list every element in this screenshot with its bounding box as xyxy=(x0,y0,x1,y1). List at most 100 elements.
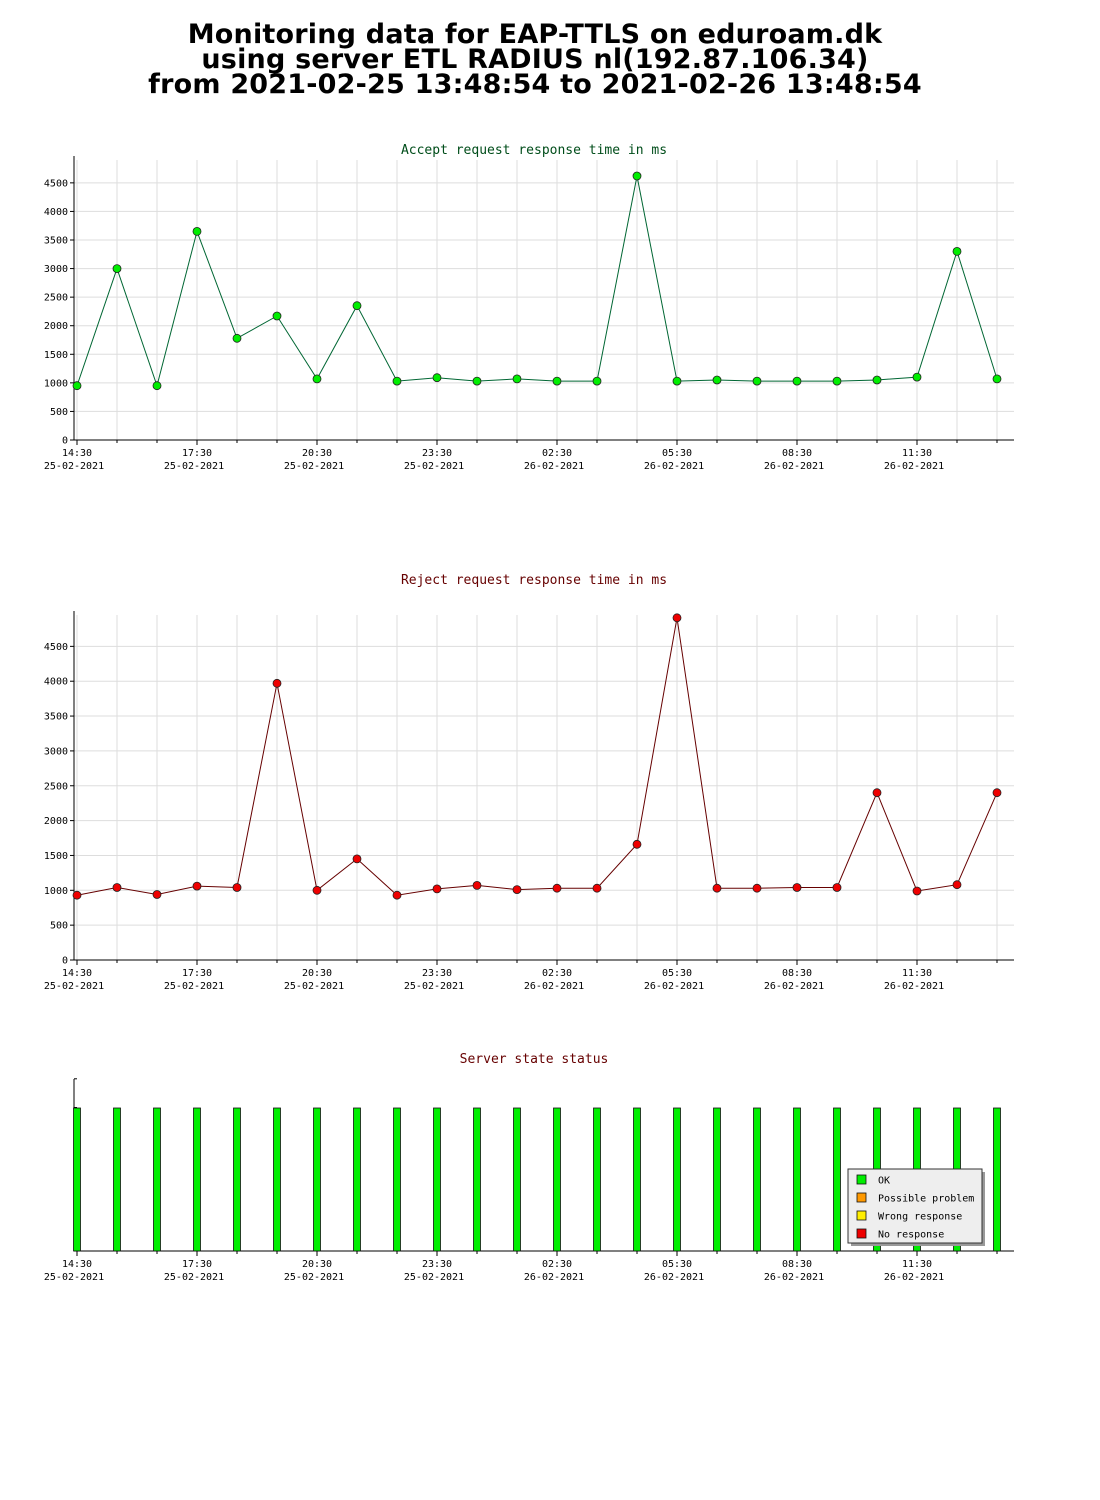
status-bar xyxy=(553,1107,561,1252)
accept-data-point xyxy=(792,376,802,386)
status-bar xyxy=(193,1107,201,1252)
reject-x-tick-time: 20:30 xyxy=(302,968,332,979)
status-x-tick-time: 17:30 xyxy=(182,1259,212,1270)
accept-x-tick-date: 25-02-2021 xyxy=(404,461,464,472)
accept-y-tick-label: 2500 xyxy=(44,293,68,304)
status-x-tick-time: 11:30 xyxy=(902,1259,932,1270)
accept-data-point xyxy=(752,376,762,386)
status-bar xyxy=(313,1107,321,1252)
status-x-tick-time: 08:30 xyxy=(782,1259,812,1270)
reject-data-point xyxy=(712,883,722,893)
legend-label: No response xyxy=(878,1230,944,1241)
reject-x-tick-date: 25-02-2021 xyxy=(44,981,104,992)
status-x-tick-time: 02:30 xyxy=(542,1259,572,1270)
accept-data-point xyxy=(112,264,122,274)
reject-data-point xyxy=(392,890,402,900)
accept-data-point xyxy=(912,372,922,382)
accept-y-tick-label: 1000 xyxy=(44,378,68,389)
reject-y-tick-label: 1000 xyxy=(44,886,68,897)
reject-data-point xyxy=(72,890,82,900)
accept-data-point xyxy=(512,374,522,384)
accept-data-point xyxy=(592,376,602,386)
legend-label: Possible problem xyxy=(878,1194,974,1205)
status-bar xyxy=(993,1107,1001,1252)
reject-y-tick-label: 1500 xyxy=(44,851,68,862)
accept-y-tick-label: 2000 xyxy=(44,321,68,332)
accept-x-tick-date: 25-02-2021 xyxy=(164,461,224,472)
status-x-tick-date: 26-02-2021 xyxy=(764,1272,824,1283)
reject-data-point xyxy=(232,883,242,892)
accept-x-tick-date: 26-02-2021 xyxy=(644,461,704,472)
reject-x-tick-time: 05:30 xyxy=(662,968,692,979)
reject-y-tick-label: 3000 xyxy=(44,746,68,757)
legend-swatch xyxy=(856,1228,867,1239)
status-bar xyxy=(833,1107,841,1252)
reject-chart-title: Reject request response time in ms xyxy=(401,573,667,588)
status-bar xyxy=(673,1107,681,1252)
reject-data-point xyxy=(112,883,122,892)
status-x-tick-date: 26-02-2021 xyxy=(524,1272,584,1283)
accept-x-tick-date: 25-02-2021 xyxy=(44,461,104,472)
title-line-2: using server ETL RADIUS nl(192.87.106.34… xyxy=(201,44,869,75)
accept-data-point xyxy=(432,373,442,383)
status-bar xyxy=(273,1107,281,1252)
reject-y-tick-label: 4000 xyxy=(44,677,68,688)
status-bar xyxy=(793,1107,801,1252)
reject-y-tick-label: 4500 xyxy=(44,642,68,653)
accept-chart-title: Accept request response time in ms xyxy=(401,143,667,158)
reject-data-point xyxy=(832,883,842,892)
status-bar xyxy=(113,1107,121,1252)
status-legend: OK Possible problem Wrong response No respo… xyxy=(847,1168,985,1246)
status-bar xyxy=(353,1107,361,1252)
reject-data-point xyxy=(992,788,1002,798)
accept-data-point xyxy=(232,333,242,343)
status-bar xyxy=(593,1107,601,1252)
reject-grid xyxy=(74,615,1014,960)
status-x-tick-time: 14:30 xyxy=(62,1259,92,1270)
accept-y-tick-label: 3000 xyxy=(44,264,68,275)
accept-data-point xyxy=(712,375,722,385)
reject-data-point xyxy=(912,886,922,896)
accept-x-tick-time: 08:30 xyxy=(782,448,812,459)
reject-data-point xyxy=(872,788,882,798)
accept-x-tick-date: 26-02-2021 xyxy=(884,461,944,472)
accept-x-tick-date: 25-02-2021 xyxy=(284,461,344,472)
legend-swatch xyxy=(856,1174,867,1185)
status-bar xyxy=(233,1107,241,1252)
reject-y-tick-label: 2000 xyxy=(44,816,68,827)
reject-data-point xyxy=(192,881,202,891)
reject-x-tick-date: 25-02-2021 xyxy=(404,981,464,992)
status-x-tick-time: 23:30 xyxy=(422,1259,452,1270)
reject-data-point xyxy=(472,880,482,890)
status-bar xyxy=(473,1107,481,1252)
reject-data-point xyxy=(432,884,442,894)
accept-x-tick-time: 02:30 xyxy=(542,448,572,459)
status-bar xyxy=(513,1107,521,1252)
reject-y-tick-label: 2500 xyxy=(44,781,68,792)
accept-x-tick-date: 26-02-2021 xyxy=(524,461,584,472)
legend-swatch xyxy=(856,1210,867,1221)
reject-response-chart: Reject request response time in ms 0 500 1… xyxy=(44,573,1014,992)
status-bar xyxy=(753,1107,761,1252)
reject-y-tick-label: 500 xyxy=(50,921,68,932)
reject-data-point xyxy=(352,854,362,864)
reject-data-point xyxy=(272,678,282,688)
accept-data-point xyxy=(392,376,402,386)
accept-data-point xyxy=(872,375,882,385)
accept-data-point xyxy=(952,247,962,256)
accept-data-point xyxy=(632,171,642,181)
reject-data-point xyxy=(792,883,802,892)
reject-data-point xyxy=(592,883,602,893)
accept-grid xyxy=(74,160,1014,440)
status-bar xyxy=(393,1107,401,1252)
accept-x-tick-date: 26-02-2021 xyxy=(764,461,824,472)
accept-series-line xyxy=(76,175,998,388)
reject-y-tick-label: 0 xyxy=(62,956,68,967)
accept-x-tick-time: 11:30 xyxy=(902,448,932,459)
accept-data-point xyxy=(192,227,202,236)
reject-data-point xyxy=(152,890,162,899)
reject-x-tick-date: 26-02-2021 xyxy=(524,981,584,992)
accept-x-tick-time: 14:30 xyxy=(62,448,92,459)
accept-data-point xyxy=(552,376,562,386)
reject-x-tick-time: 08:30 xyxy=(782,968,812,979)
